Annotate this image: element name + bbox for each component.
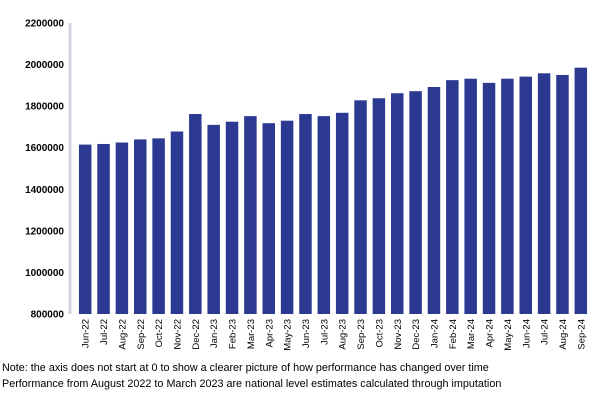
y-tick-label: 2200000 [25, 19, 64, 30]
bar [115, 142, 129, 314]
bar [299, 114, 312, 314]
bar [244, 116, 257, 315]
x-tick-label: Jul-24 [540, 319, 551, 345]
x-tick-label: Feb-24 [448, 319, 459, 349]
x-tick-label: Jun-23 [301, 319, 312, 348]
axis-note: Note: the axis does not start at 0 to sh… [2, 362, 489, 374]
x-tick-label: May-23 [283, 319, 294, 351]
bar [280, 120, 294, 314]
y-tick-label: 1200000 [25, 226, 64, 237]
x-tick-label: Dec-23 [411, 319, 422, 350]
bar [189, 114, 202, 314]
x-tick-label: Feb-23 [228, 319, 239, 349]
bar [335, 112, 349, 315]
y-tick-label: 800000 [31, 310, 65, 321]
x-tick-label: Nov-22 [172, 319, 183, 350]
bar [574, 67, 588, 314]
bar [225, 121, 239, 314]
x-tick-label: Nov-23 [393, 319, 404, 350]
x-tick-label: Jun-24 [521, 319, 532, 348]
x-tick-label: Dec-22 [191, 319, 202, 350]
x-tick-label: Sep-24 [576, 319, 587, 350]
y-tick-label: 1800000 [25, 102, 64, 113]
x-axis: Jun-22 Jul-22 Aug-22 Sep-22 Oct-22 Nov-22 Dec-… [81, 319, 588, 351]
bar [391, 93, 404, 315]
bar [354, 100, 367, 314]
chart-notes: Note: the axis does not start at 0 to sh… [2, 360, 606, 392]
x-tick-label: Jul-23 [319, 319, 330, 345]
bars [78, 67, 588, 315]
bar [409, 91, 422, 314]
x-tick-label: Apr-24 [485, 319, 496, 348]
bar [317, 116, 331, 315]
x-tick-label: Apr-23 [264, 319, 275, 348]
imputation-note: Performance from August 2022 to March 20… [2, 378, 502, 390]
x-tick-label: Aug-22 [117, 319, 128, 350]
x-tick-label: Sep-22 [136, 319, 147, 350]
x-tick-label: Oct-22 [154, 319, 165, 348]
x-tick-label: Jan-24 [429, 319, 440, 348]
bar [464, 78, 477, 314]
bar [134, 139, 147, 314]
x-tick-label: Aug-23 [338, 319, 349, 350]
bar [170, 131, 184, 314]
x-tick-label: Mar-23 [246, 319, 257, 349]
bar [537, 73, 551, 315]
bar [372, 98, 386, 314]
x-tick-label: May-24 [503, 319, 514, 351]
y-tick-label: 1400000 [25, 185, 64, 196]
bar-chart: 800000 1000000 1200000 1400000 1600000 180000… [25, 19, 588, 351]
x-tick-label: Sep-23 [356, 319, 367, 350]
y-tick-label: 1000000 [25, 268, 64, 279]
x-tick-label: Aug-24 [558, 319, 569, 350]
x-tick-label: Jan-23 [209, 319, 220, 348]
bar [556, 74, 569, 314]
bar [519, 76, 532, 315]
bar [78, 144, 92, 314]
bar [262, 123, 275, 315]
bar [97, 143, 110, 314]
y-axis: 800000 1000000 1200000 1400000 1600000 180000… [25, 19, 72, 321]
x-tick-label: Jun-22 [81, 319, 92, 348]
x-tick-label: Oct-23 [374, 319, 385, 348]
bar [482, 82, 496, 314]
bar [207, 124, 220, 314]
bar [501, 78, 514, 314]
y-tick-label: 2000000 [25, 60, 64, 71]
bar [446, 80, 459, 315]
bar [427, 87, 441, 315]
y-tick-label: 1600000 [25, 143, 64, 154]
x-tick-label: Mar-24 [466, 319, 477, 349]
bar [152, 138, 165, 314]
x-tick-label: Jul-22 [99, 319, 110, 345]
